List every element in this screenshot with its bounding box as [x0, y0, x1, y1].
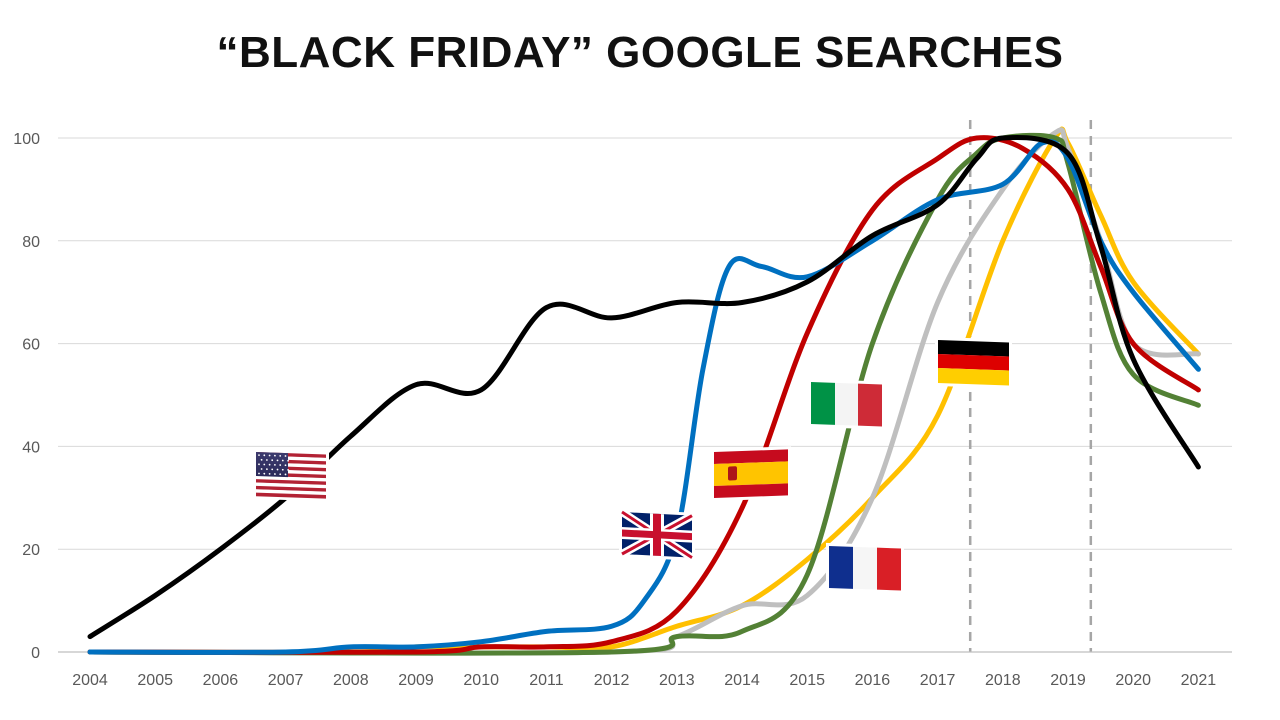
- france-flag-icon: [826, 542, 904, 594]
- x-tick-label: 2008: [333, 672, 369, 689]
- germany-flag-icon: [935, 336, 1012, 389]
- gridlines: [58, 137, 1232, 550]
- x-tick-label: 2007: [268, 672, 304, 689]
- spain-flag-icon: [711, 446, 791, 502]
- x-tick-label: 2010: [463, 672, 499, 689]
- x-tick-label: 2006: [203, 672, 239, 689]
- series-line-united-kingdom: [87, 138, 1201, 655]
- y-tick-label: 80: [22, 234, 40, 251]
- x-tick-label: 2009: [398, 672, 434, 689]
- flag-markers: [253, 336, 1012, 594]
- x-tick-label: 2019: [1050, 672, 1086, 689]
- x-tick-label: 2021: [1181, 672, 1217, 689]
- axes: 0 20 40 60 80 100 2004 2005 2006 2007 2008 2009 2010…: [13, 131, 1232, 689]
- x-tick-label: 2013: [659, 672, 695, 689]
- x-tick-label: 2005: [137, 672, 173, 689]
- x-tick-label: 2016: [855, 672, 891, 689]
- y-tick-label: 100: [13, 131, 40, 148]
- x-tick-label: 2014: [724, 672, 760, 689]
- x-tick-label: 2017: [920, 672, 956, 689]
- x-tick-label: 2012: [594, 672, 630, 689]
- series-line-italy: [87, 132, 1201, 656]
- x-tick-label: 2004: [72, 672, 108, 689]
- series-line-spain: [87, 135, 1201, 655]
- y-tick-label: 20: [22, 542, 40, 559]
- x-tick-label: 2011: [529, 672, 564, 689]
- x-tick-label: 2020: [1115, 672, 1151, 689]
- chart-title: “BLACK FRIDAY” GOOGLE SEARCHES: [216, 28, 1064, 77]
- series-line-united-states: [87, 135, 1201, 640]
- series-line-france: [87, 127, 1201, 656]
- y-tick-label: 0: [31, 645, 40, 662]
- y-tick-label: 60: [22, 337, 40, 354]
- italy-flag-icon: [808, 378, 885, 430]
- y-tick-label: 40: [22, 439, 40, 456]
- usa-flag-icon: [253, 448, 329, 502]
- series-lines: [87, 126, 1201, 656]
- series-line-germany: [87, 126, 1201, 655]
- x-tick-label: 2015: [789, 672, 825, 689]
- x-tick-label: 2018: [985, 672, 1021, 689]
- uk-flag-icon: [619, 508, 695, 561]
